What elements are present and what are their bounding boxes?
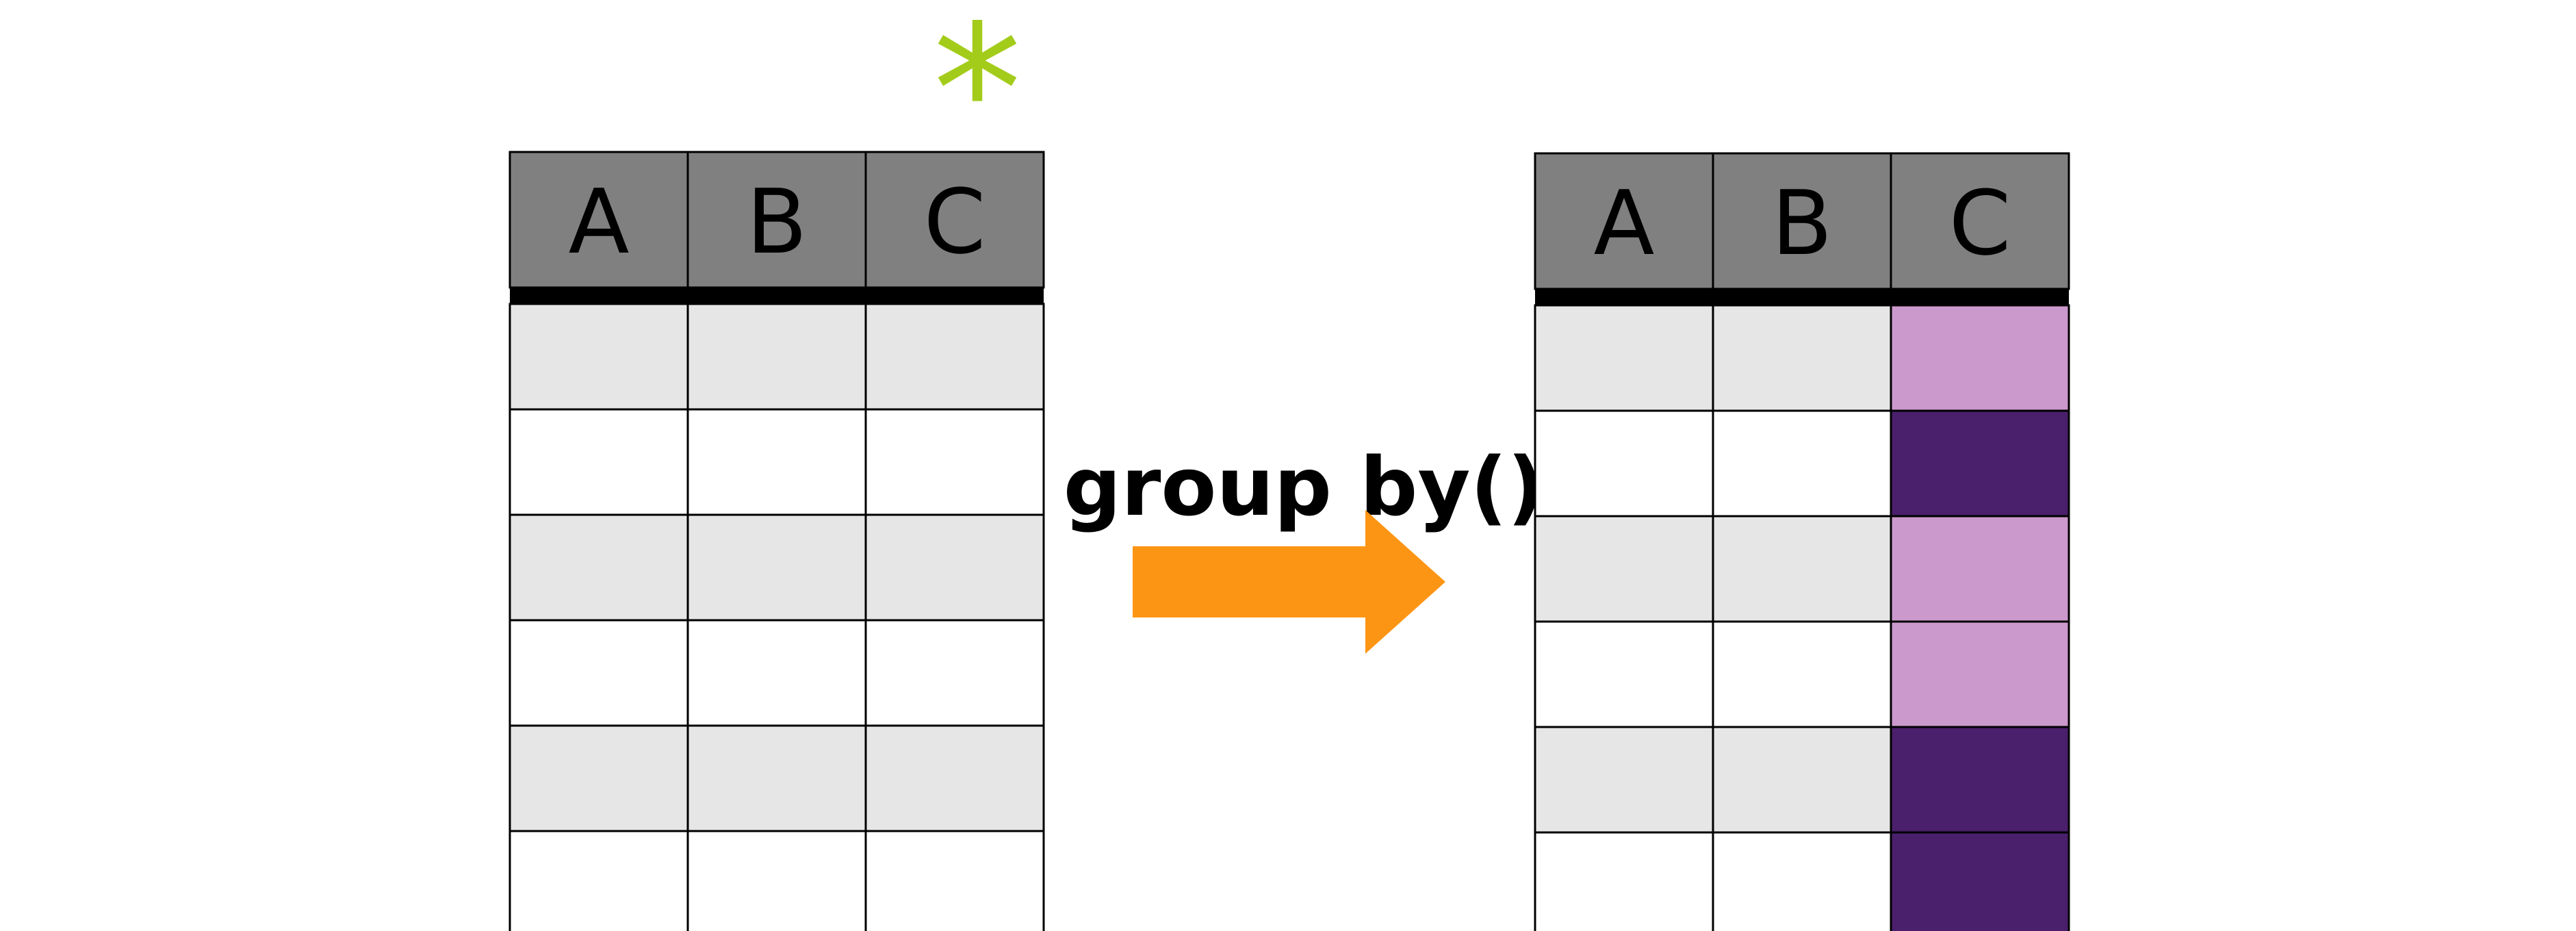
input-table-header-cell-c: [864, 151, 1045, 289]
input-table-header-rule: [510, 288, 1044, 304]
input-table-header-cell-b: [686, 151, 867, 289]
output-table-header-cell-b: [1712, 152, 1892, 290]
output-table-row: [1534, 515, 2070, 623]
output-table-cell-a: [1534, 831, 1714, 931]
output-table-cell-a: [1534, 304, 1714, 412]
output-table-header-rule: [1535, 289, 2069, 305]
output-table-cell-b: [1712, 726, 1892, 834]
input-table-cell-c: [864, 303, 1045, 411]
output-table-header-cell-c: [1890, 152, 2070, 290]
operation-label: group by(): [1064, 439, 1545, 534]
input-table-cell-c: [864, 408, 1045, 516]
output-table-cell-a: [1534, 620, 1714, 728]
input-table-row: [508, 724, 1045, 832]
input-table-header-label-b: B: [746, 170, 807, 274]
input-table-cell-a: [508, 830, 689, 931]
output-table-cell-a: [1534, 409, 1714, 518]
input-table-cell-b: [686, 724, 867, 832]
output-table-cell-b: [1712, 620, 1892, 728]
output-table: A B C: [1534, 152, 2070, 931]
input-table-cell-a: [508, 724, 689, 832]
output-table-row: [1534, 620, 2070, 728]
input-table-row: [508, 303, 1045, 411]
output-table-cell-c: [1890, 726, 2070, 834]
output-table-cell-a: [1534, 515, 1714, 623]
output-table-header-label-c: C: [1949, 171, 2011, 275]
input-table: A B C: [508, 151, 1045, 931]
output-table-row: [1534, 409, 2070, 518]
output-table-row: [1534, 726, 2070, 834]
input-table-cell-a: [508, 303, 689, 411]
input-table-header-label-c: C: [924, 170, 986, 274]
output-table-cell-c: [1890, 409, 2070, 518]
input-table-row: [508, 513, 1045, 622]
output-table-cell-c: [1890, 515, 2070, 623]
output-table-cell-a: [1534, 726, 1714, 834]
input-table-cell-b: [686, 830, 867, 931]
column-c-marker: *: [933, 0, 1022, 194]
output-table-cell-c: [1890, 304, 2070, 412]
output-table-cell-b: [1712, 409, 1892, 518]
input-table-header-cell-a: [508, 151, 689, 289]
input-table-cell-a: [508, 619, 689, 727]
output-table-cell-c: [1890, 831, 2070, 931]
right-arrow-icon: [1133, 510, 1445, 654]
input-table-cell-c: [864, 513, 1045, 622]
output-table-row: [1534, 831, 2070, 931]
output-table-cell-b: [1712, 515, 1892, 623]
output-table-cell-b: [1712, 831, 1892, 931]
input-table-cell-a: [508, 513, 689, 622]
input-table-row: [508, 619, 1045, 727]
input-table-cell-c: [864, 619, 1045, 727]
output-table-header-label-b: B: [1771, 171, 1832, 275]
input-table-row: [508, 408, 1045, 516]
input-table-cell-a: [508, 408, 689, 516]
output-table-header-label-a: A: [1594, 171, 1655, 275]
input-table-cell-b: [686, 513, 867, 622]
input-table-cell-c: [864, 724, 1045, 832]
input-table-cell-c: [864, 830, 1045, 931]
input-table-cell-b: [686, 303, 867, 411]
output-table-cell-b: [1712, 304, 1892, 412]
input-table-cell-b: [686, 619, 867, 727]
output-table-row: [1534, 304, 2070, 412]
output-table-cell-c: [1890, 620, 2070, 728]
input-table-header-label-a: A: [569, 170, 630, 274]
output-table-header-cell-a: [1534, 152, 1714, 290]
input-table-row: [508, 830, 1045, 931]
input-table-cell-b: [686, 408, 867, 516]
